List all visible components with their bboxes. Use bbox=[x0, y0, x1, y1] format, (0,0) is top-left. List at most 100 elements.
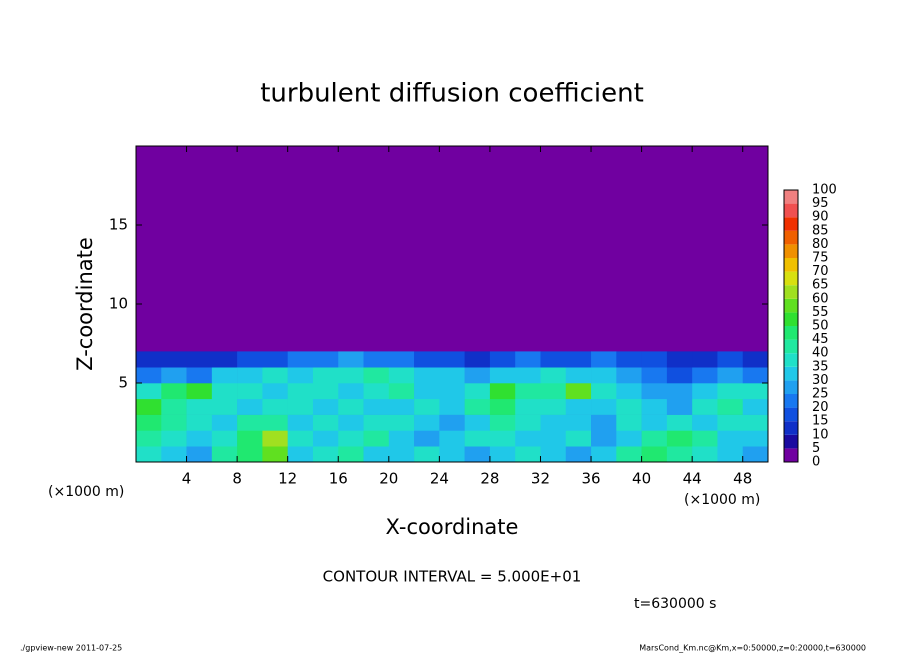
colorbar-band bbox=[784, 407, 798, 422]
field-cell bbox=[312, 414, 339, 431]
colorbar-band bbox=[784, 298, 798, 313]
colorbar-band bbox=[784, 312, 798, 326]
field-cell bbox=[186, 430, 213, 447]
colorbar-label: 50 bbox=[812, 319, 829, 334]
field-cell bbox=[540, 398, 567, 415]
field-cell bbox=[641, 414, 668, 431]
field-cell bbox=[464, 383, 491, 400]
x-tick-label: 28 bbox=[480, 470, 499, 488]
field-cell bbox=[161, 398, 187, 415]
field-cell bbox=[136, 367, 162, 384]
field-cell bbox=[666, 430, 693, 447]
field-cell bbox=[515, 446, 541, 463]
field-cell bbox=[262, 398, 288, 415]
field-cell bbox=[666, 367, 693, 384]
field-cell bbox=[414, 414, 440, 431]
field-cell bbox=[464, 414, 491, 431]
field-cell bbox=[211, 430, 238, 447]
field-cell bbox=[439, 414, 465, 431]
field-cell bbox=[136, 383, 162, 400]
field-cell bbox=[742, 367, 769, 384]
colorbar-band bbox=[784, 448, 798, 462]
field-cell bbox=[363, 430, 390, 447]
colorbar-band bbox=[784, 394, 798, 408]
colorbar-band bbox=[784, 339, 798, 354]
field-cell bbox=[186, 351, 213, 368]
field-cell bbox=[692, 430, 718, 447]
field-cell bbox=[717, 414, 744, 431]
field-cell bbox=[591, 398, 617, 415]
field-cell bbox=[540, 367, 567, 384]
colorbar-label: 95 bbox=[812, 196, 829, 211]
y-tick-label: 15 bbox=[109, 216, 128, 234]
field-cell bbox=[742, 351, 769, 368]
field-cell bbox=[211, 446, 238, 463]
field-cell bbox=[717, 446, 744, 463]
field-cell bbox=[363, 383, 390, 400]
field-cell bbox=[742, 414, 769, 431]
field-cell bbox=[666, 446, 693, 463]
x-tick-label: 40 bbox=[632, 470, 651, 488]
field-cell bbox=[186, 414, 213, 431]
x-unit: (×1000 m) bbox=[684, 492, 760, 508]
colorbar-label: 0 bbox=[812, 455, 820, 470]
field-cell bbox=[591, 414, 617, 431]
field-cell bbox=[439, 446, 465, 463]
field-cell bbox=[338, 351, 364, 368]
colorbar-label: 65 bbox=[812, 278, 829, 293]
colorbar-label: 35 bbox=[812, 359, 829, 374]
field-cell bbox=[338, 446, 364, 463]
field-cell bbox=[489, 367, 516, 384]
field-cell bbox=[414, 367, 440, 384]
field-cell bbox=[591, 383, 617, 400]
field-cell bbox=[540, 414, 567, 431]
field-cell bbox=[616, 398, 642, 415]
colorbar-band bbox=[784, 366, 798, 381]
field-cell bbox=[641, 446, 668, 463]
field-cell bbox=[489, 398, 516, 415]
colorbar-label: 20 bbox=[812, 400, 829, 415]
field-cell bbox=[641, 367, 668, 384]
colorbar-label: 100 bbox=[812, 183, 837, 198]
field-cell bbox=[363, 351, 390, 368]
field-cell bbox=[565, 367, 592, 384]
field-cell bbox=[211, 383, 238, 400]
colorbar-label: 15 bbox=[812, 414, 829, 429]
x-tick-label: 8 bbox=[232, 470, 242, 488]
field-cell bbox=[540, 383, 567, 400]
field-cell bbox=[464, 351, 491, 368]
field-cell bbox=[717, 383, 744, 400]
colorbar-label: 55 bbox=[812, 305, 829, 320]
field-cell bbox=[161, 430, 187, 447]
field-cell bbox=[388, 398, 415, 415]
field-cell bbox=[186, 367, 213, 384]
field-cell bbox=[515, 414, 541, 431]
colorbar-band bbox=[784, 217, 798, 231]
colorbar-band bbox=[784, 285, 798, 299]
field-cell bbox=[312, 446, 339, 463]
x-axis-label: X-coordinate bbox=[386, 515, 519, 539]
field-cell bbox=[186, 446, 213, 463]
x-tick-label: 48 bbox=[733, 470, 752, 488]
field-cell bbox=[540, 351, 567, 368]
field-cell bbox=[161, 414, 187, 431]
field-cell bbox=[591, 367, 617, 384]
field-cell bbox=[211, 398, 238, 415]
field-cell bbox=[616, 446, 642, 463]
field-cell bbox=[414, 383, 440, 400]
field-cell bbox=[287, 367, 314, 384]
field-cell bbox=[338, 398, 364, 415]
field-cell bbox=[515, 367, 541, 384]
field-cell bbox=[565, 414, 592, 431]
field-cell bbox=[287, 351, 314, 368]
colorbar-band bbox=[784, 380, 798, 394]
field-cell bbox=[515, 383, 541, 400]
field-cell bbox=[363, 398, 390, 415]
field-cell bbox=[489, 430, 516, 447]
field-cell bbox=[692, 446, 718, 463]
field-cell bbox=[237, 430, 263, 447]
field-cell bbox=[489, 414, 516, 431]
colorbar-label: 45 bbox=[812, 332, 829, 347]
colorbar-label: 75 bbox=[812, 251, 829, 266]
